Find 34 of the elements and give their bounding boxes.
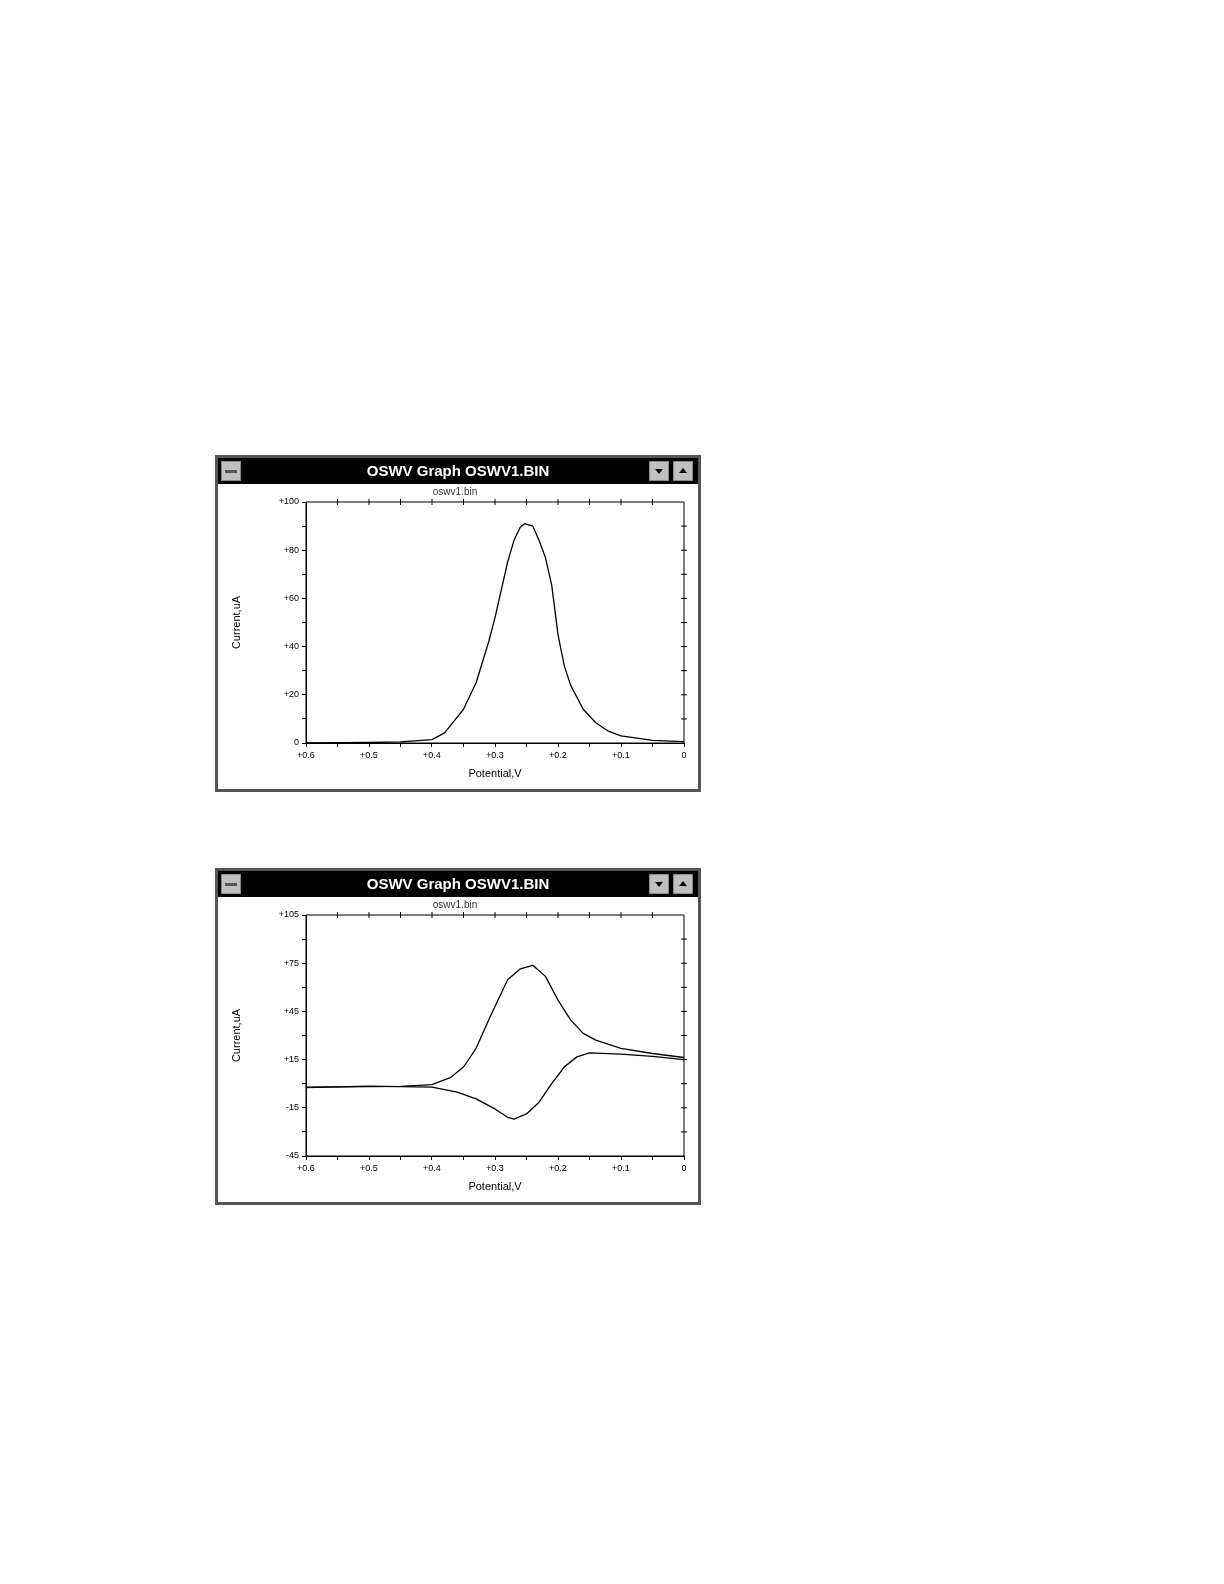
chart-subtitle: oswv1.bin	[432, 485, 478, 497]
x-tick-label: +0.3	[486, 749, 504, 760]
chart-title: OSWV Graph OSWV1.BIN	[366, 875, 550, 892]
chart-subtitle: oswv1.bin	[432, 898, 478, 910]
y-tick-label: +20	[283, 689, 299, 700]
chart-title: OSWV Graph OSWV1.BIN	[366, 462, 550, 479]
y-tick-label: +105	[278, 909, 299, 920]
x-tick-label: +0.6	[297, 1162, 315, 1173]
y-tick-label: +75	[283, 957, 299, 968]
y-axis-title: Current,uA	[229, 1008, 242, 1063]
x-axis-title: Potential,V	[468, 767, 523, 780]
y-tick-label: 0	[293, 737, 299, 748]
y-tick-label: +100	[278, 496, 299, 507]
x-tick-label: +0.1	[612, 749, 630, 760]
x-tick-label: 0	[681, 749, 687, 760]
y-tick-label: -15	[285, 1102, 299, 1113]
x-tick-label: +0.4	[423, 749, 441, 760]
y-tick-label: +45	[283, 1005, 299, 1016]
y-axis-title: Current,uA	[229, 595, 242, 650]
x-tick-label: +0.6	[297, 749, 315, 760]
x-tick-label: +0.5	[360, 749, 378, 760]
y-tick-label: +60	[283, 592, 299, 603]
x-tick-label: +0.1	[612, 1162, 630, 1173]
x-tick-label: +0.2	[549, 749, 567, 760]
x-tick-label: 0	[681, 1162, 687, 1173]
x-axis-title: Potential,V	[468, 1180, 523, 1193]
y-tick-label: +80	[283, 544, 299, 555]
y-tick-label: +40	[283, 641, 299, 652]
x-tick-label: +0.2	[549, 1162, 567, 1173]
x-tick-label: +0.3	[486, 1162, 504, 1173]
y-tick-label: +15	[283, 1054, 299, 1065]
x-tick-label: +0.4	[423, 1162, 441, 1173]
x-tick-label: +0.5	[360, 1162, 378, 1173]
y-tick-label: -45	[285, 1150, 299, 1161]
